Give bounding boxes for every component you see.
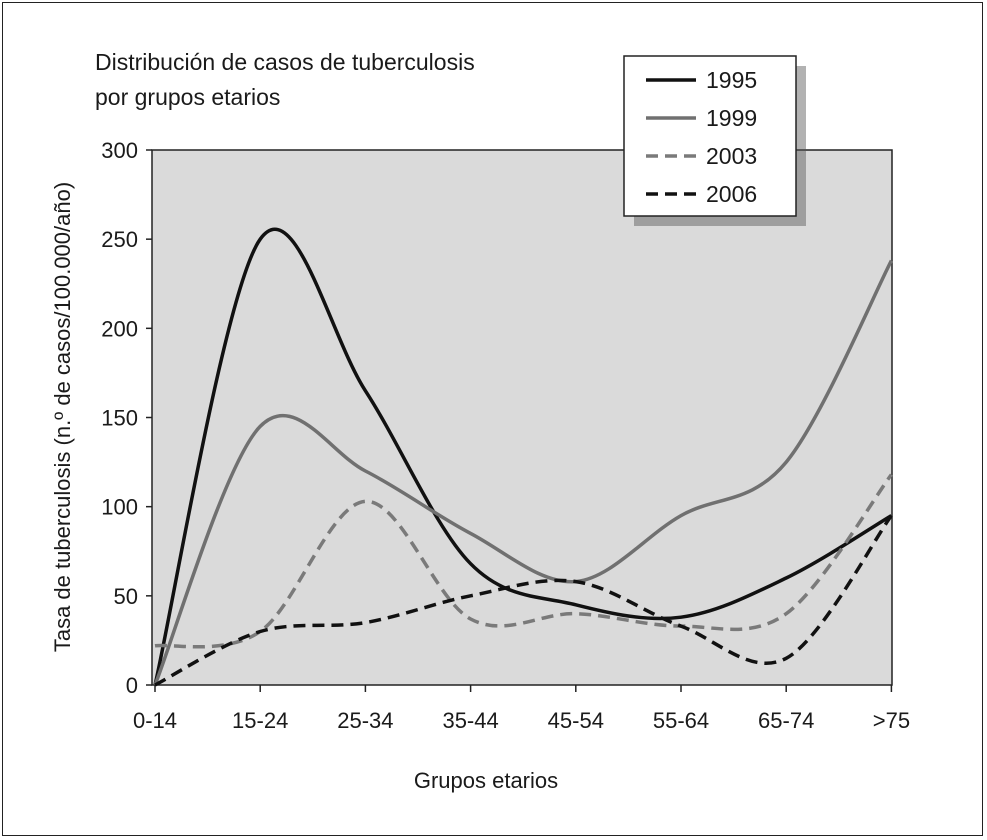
x-tick-label: 35-44 — [442, 708, 498, 733]
y-tick-label: 0 — [126, 673, 138, 698]
y-tick-label: 200 — [101, 316, 138, 341]
series-line-2006 — [154, 514, 893, 687]
series-line-2003 — [154, 473, 893, 649]
plot-area — [151, 149, 893, 686]
legend-label-2003: 2003 — [706, 143, 757, 169]
x-tick-label: 15-24 — [232, 708, 288, 733]
legend-box — [623, 55, 797, 217]
y-tick-label: 300 — [101, 138, 138, 163]
x-tick-label: 55-64 — [653, 708, 709, 733]
chart-title: Distribución de casos de tuberculosis po… — [95, 49, 475, 110]
series-lines — [153, 227, 893, 687]
y-axis-title: Tasa de tuberculosis (n.º de casos/100.0… — [50, 182, 75, 652]
axis-ticks: 0 50 100 150 200 250 300 0-14 15-24 25-34 35-44 45-… — [101, 138, 910, 733]
y-tick-label: 50 — [114, 584, 138, 609]
x-tick-label: 45-54 — [548, 708, 604, 733]
legend-items: 1995 1999 2003 2006 — [646, 67, 757, 207]
legend-label-2006: 2006 — [706, 181, 757, 207]
series-line-1995 — [153, 227, 893, 686]
x-tick-label: >75 — [873, 708, 910, 733]
x-tick-label: 25-34 — [337, 708, 393, 733]
series-line-1999 — [153, 259, 893, 686]
x-axis-title: Grupos etarios — [414, 768, 558, 793]
y-tick-label: 150 — [101, 406, 138, 431]
y-tick-label: 100 — [101, 495, 138, 520]
legend: 1995 1999 2003 2006 — [623, 55, 806, 226]
chart-title-line-1: Distribución de casos de tuberculosis — [95, 49, 475, 75]
x-tick-label: 0-14 — [133, 708, 177, 733]
y-tick-label: 250 — [101, 227, 138, 252]
legend-label-1995: 1995 — [706, 67, 757, 93]
x-tick-label: 65-74 — [758, 708, 814, 733]
legend-label-1999: 1999 — [706, 105, 757, 131]
chart-title-line-2: por grupos etarios — [95, 84, 280, 110]
